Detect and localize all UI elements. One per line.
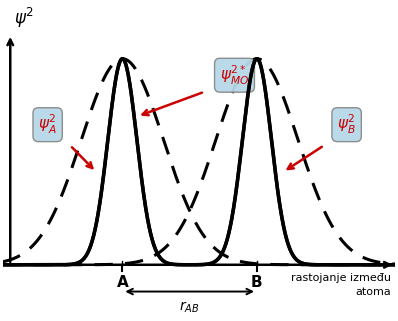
Text: A: A <box>117 275 128 290</box>
Text: B: B <box>251 275 263 290</box>
Text: $\psi^{2*}_{MO}$: $\psi^{2*}_{MO}$ <box>220 64 249 87</box>
Text: $\psi^2_B$: $\psi^2_B$ <box>337 113 356 136</box>
Text: $\psi^2_A$: $\psi^2_A$ <box>38 113 57 136</box>
Text: atoma: atoma <box>356 287 392 298</box>
Text: $\psi^2$: $\psi^2$ <box>14 6 34 30</box>
Text: rastojanje između: rastojanje između <box>291 273 392 283</box>
Text: $r_{AB}$: $r_{AB}$ <box>179 300 200 315</box>
